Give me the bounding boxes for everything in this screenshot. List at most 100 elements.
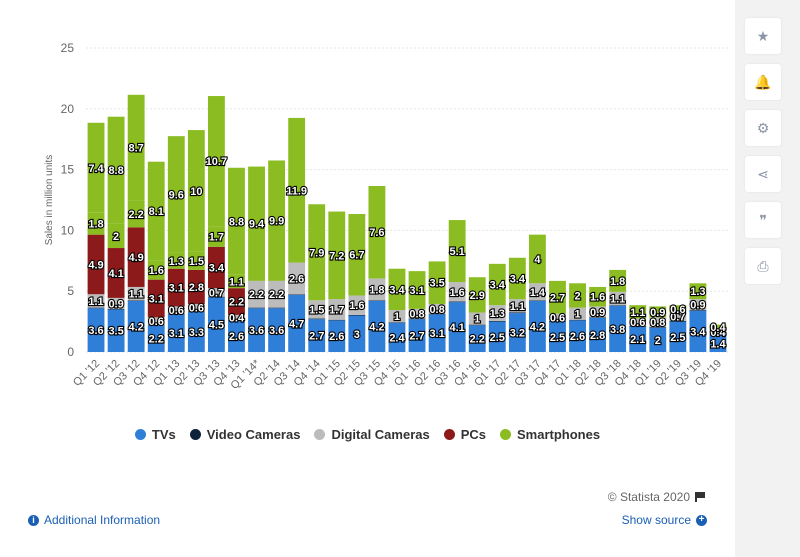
bar-segment[interactable] xyxy=(147,317,165,325)
bar-segment[interactable] xyxy=(167,313,185,315)
bar-segment[interactable] xyxy=(448,302,466,352)
bar-segment[interactable] xyxy=(127,94,145,201)
bar-segment[interactable] xyxy=(147,260,165,280)
bar-segment[interactable] xyxy=(549,280,566,314)
bar-segment[interactable] xyxy=(669,312,687,321)
bar-segment[interactable] xyxy=(248,166,265,281)
bar-segment[interactable] xyxy=(248,280,265,308)
bar-segment[interactable] xyxy=(107,297,125,309)
bar-segment[interactable] xyxy=(147,279,165,318)
bar-segment[interactable] xyxy=(147,324,165,326)
gear-button[interactable]: ⚙ xyxy=(745,110,781,146)
bar-segment[interactable] xyxy=(569,319,586,321)
bar-segment[interactable] xyxy=(187,311,205,312)
bar-segment[interactable] xyxy=(268,308,286,352)
bar-segment[interactable] xyxy=(468,325,486,352)
bar-segment[interactable] xyxy=(669,305,687,313)
bar-segment[interactable] xyxy=(669,321,687,352)
bar-segment[interactable] xyxy=(569,320,586,352)
bar-segment[interactable] xyxy=(629,318,647,326)
bar-segment[interactable] xyxy=(348,315,366,352)
bar-segment[interactable] xyxy=(228,314,245,320)
credits[interactable]: © Statista 2020 xyxy=(608,490,707,504)
bar-segment[interactable] xyxy=(488,305,506,321)
bar-segment[interactable] xyxy=(328,320,346,352)
bar-segment[interactable] xyxy=(207,297,225,352)
bar-segment[interactable] xyxy=(348,213,366,296)
bar-segment[interactable] xyxy=(589,306,607,318)
bar-segment[interactable] xyxy=(508,299,526,313)
bar-segment[interactable] xyxy=(609,269,627,292)
bar-segment[interactable] xyxy=(147,325,165,352)
bar-segment[interactable] xyxy=(508,312,526,314)
bar-segment[interactable] xyxy=(107,308,125,310)
bar-segment[interactable] xyxy=(589,286,607,307)
bell-button[interactable]: 🔔 xyxy=(745,64,781,100)
legend-item[interactable]: Smartphones xyxy=(500,427,600,442)
bar-segment[interactable] xyxy=(408,319,426,352)
bar-segment[interactable] xyxy=(629,305,647,319)
bar-segment[interactable] xyxy=(368,300,386,301)
bar-segment[interactable] xyxy=(448,282,466,302)
bar-segment[interactable] xyxy=(207,288,225,297)
bar-segment[interactable] xyxy=(589,317,607,318)
bar-segment[interactable] xyxy=(127,300,145,352)
bar-segment[interactable] xyxy=(308,318,326,320)
bar-segment[interactable] xyxy=(609,291,627,306)
bar-segment[interactable] xyxy=(689,310,707,352)
bar-segment[interactable] xyxy=(308,319,326,352)
additional-information-link[interactable]: i Additional Information xyxy=(28,513,160,527)
bar-segment[interactable] xyxy=(549,313,566,321)
bar-segment[interactable] xyxy=(549,320,566,322)
bar-segment[interactable] xyxy=(488,263,506,306)
bar-segment[interactable] xyxy=(87,212,105,235)
bar-segment[interactable] xyxy=(689,283,707,300)
bar-segment[interactable] xyxy=(207,246,225,289)
bar-segment[interactable] xyxy=(87,307,105,309)
share-button[interactable]: ⋖ xyxy=(745,156,781,192)
bar-segment[interactable] xyxy=(528,300,546,301)
bar-segment[interactable] xyxy=(428,261,446,304)
legend-item[interactable]: TVs xyxy=(134,427,176,442)
show-source-link[interactable]: Show source + xyxy=(622,513,707,527)
bar-segment[interactable] xyxy=(207,226,225,247)
bar-segment[interactable] xyxy=(127,300,145,301)
bar-segment[interactable] xyxy=(127,286,145,301)
bar-segment[interactable] xyxy=(348,295,366,315)
legend-item[interactable]: PCs xyxy=(443,427,486,442)
bar-segment[interactable] xyxy=(689,310,707,311)
bar-segment[interactable] xyxy=(107,116,125,224)
bar-segment[interactable] xyxy=(368,278,386,301)
bar-segment[interactable] xyxy=(268,307,286,309)
bar-segment[interactable] xyxy=(388,322,406,323)
bar-segment[interactable] xyxy=(488,321,506,352)
bar-segment[interactable] xyxy=(147,161,165,261)
bar-segment[interactable] xyxy=(288,294,306,352)
bar-segment[interactable] xyxy=(268,280,286,308)
quote-button[interactable]: ❞ xyxy=(745,202,781,238)
bar-segment[interactable] xyxy=(187,311,205,352)
bar-segment[interactable] xyxy=(629,326,647,352)
bar-segment[interactable] xyxy=(428,314,446,352)
bar-segment[interactable] xyxy=(87,294,105,308)
bar-segment[interactable] xyxy=(709,334,727,335)
bar-segment[interactable] xyxy=(288,294,306,295)
bar-segment[interactable] xyxy=(167,314,185,352)
bar-segment[interactable] xyxy=(408,308,426,319)
bar-segment[interactable] xyxy=(569,307,586,320)
bar-segment[interactable] xyxy=(468,277,486,313)
bar-segment[interactable] xyxy=(388,322,406,352)
bar-segment[interactable] xyxy=(589,317,607,352)
bar-segment[interactable] xyxy=(508,257,526,300)
bar-segment[interactable] xyxy=(248,308,265,352)
bar-segment[interactable] xyxy=(689,299,707,311)
bar-segment[interactable] xyxy=(328,211,346,300)
bar-segment[interactable] xyxy=(288,262,306,295)
bar-segment[interactable] xyxy=(248,307,265,309)
bar-segment[interactable] xyxy=(228,320,245,352)
bar-segment[interactable] xyxy=(468,324,486,326)
bar-segment[interactable] xyxy=(388,268,406,311)
bar-segment[interactable] xyxy=(228,319,245,321)
star-button[interactable]: ★ xyxy=(745,18,781,54)
bar-segment[interactable] xyxy=(127,200,145,228)
